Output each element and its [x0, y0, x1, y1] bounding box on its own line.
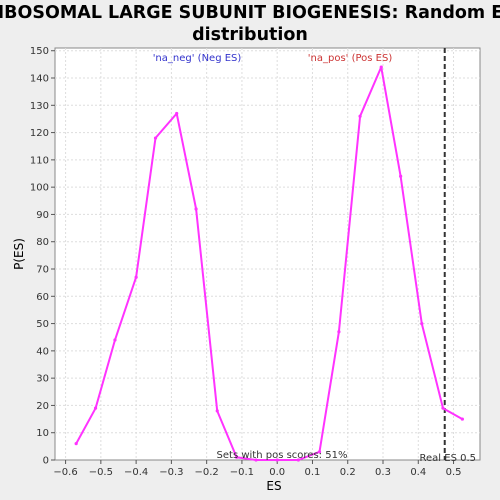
y-tick-label: 80 [36, 237, 49, 248]
data-point [441, 406, 445, 410]
data-point [254, 458, 258, 462]
data-point [296, 458, 300, 462]
y-tick-label: 70 [36, 265, 49, 276]
y-axis-label: P(ES) [12, 238, 26, 270]
y-tick-label: 40 [36, 346, 49, 357]
y-tick-label: 100 [30, 183, 49, 194]
y-tick-label: 120 [30, 128, 49, 139]
data-point [317, 450, 322, 454]
y-tick-label: 130 [30, 101, 49, 112]
chart-title-line-2: distribution [192, 25, 308, 45]
x-tick-label: 0.4 [410, 467, 426, 478]
y-tick-label: 50 [36, 319, 49, 330]
grid-lines [55, 48, 480, 460]
y-tick-label: 0 [43, 456, 49, 467]
x-tick-label: −0.2 [195, 467, 219, 478]
data-point [134, 275, 138, 279]
pos-es-label: 'na_pos' (Pos ES) [308, 53, 393, 64]
x-tick-label: 0.2 [340, 467, 356, 478]
x-tick-label: 0.3 [375, 467, 391, 478]
x-tick-label: −0.5 [89, 467, 113, 478]
axes: 0 10 20 30 40 50 60 70 80 90 100 110 120 130 140 150 −0.… [30, 46, 462, 478]
y-tick-label: 20 [36, 401, 49, 412]
neg-es-label: 'na_neg' (Neg ES) [153, 53, 242, 64]
data-point [337, 330, 341, 334]
data-point [399, 174, 403, 178]
y-tick-label: 60 [36, 292, 49, 303]
sets-with-pos-scores: Sets with pos scores: 51% [217, 450, 348, 461]
data-point [235, 455, 239, 459]
data-point [379, 65, 383, 69]
x-tick-label: 0.1 [305, 467, 321, 478]
x-tick-label: 0.5 [446, 467, 462, 478]
data-point [460, 417, 464, 421]
data-point [194, 207, 198, 211]
data-point [358, 114, 362, 118]
data-point [420, 321, 424, 326]
x-tick-label: −0.3 [159, 467, 183, 478]
chart-title-line-1: RIBOSOMAL LARGE SUBUNIT BIOGENESIS: Rand… [0, 3, 500, 23]
data-point [275, 458, 279, 462]
y-tick-label: 110 [30, 155, 49, 166]
x-tick-label: −0.4 [124, 467, 148, 478]
x-tick-label: −0.6 [53, 467, 77, 478]
data-point [93, 406, 98, 410]
y-tick-label: 10 [36, 428, 49, 439]
x-axis-label: ES [266, 479, 281, 493]
annotations: 'na_neg' (Neg ES) 'na_pos' (Pos ES) Sets w… [153, 53, 476, 464]
data-point [215, 409, 219, 413]
data-point [74, 442, 78, 446]
y-tick-label: 90 [36, 210, 49, 221]
y-tick-label: 150 [30, 46, 49, 57]
y-tick-label: 140 [30, 74, 49, 85]
real-es-label: Real ES 0.5 [420, 453, 476, 464]
y-tick-label: 30 [36, 374, 49, 385]
x-tick-label: 0.0 [269, 467, 285, 478]
es-distribution-line [75, 66, 463, 461]
data-point [175, 111, 179, 116]
x-tick-label: −0.1 [230, 467, 254, 478]
plot-area [54, 47, 481, 461]
data-point [113, 338, 117, 342]
series-layer [74, 48, 464, 462]
data-point [153, 136, 158, 140]
